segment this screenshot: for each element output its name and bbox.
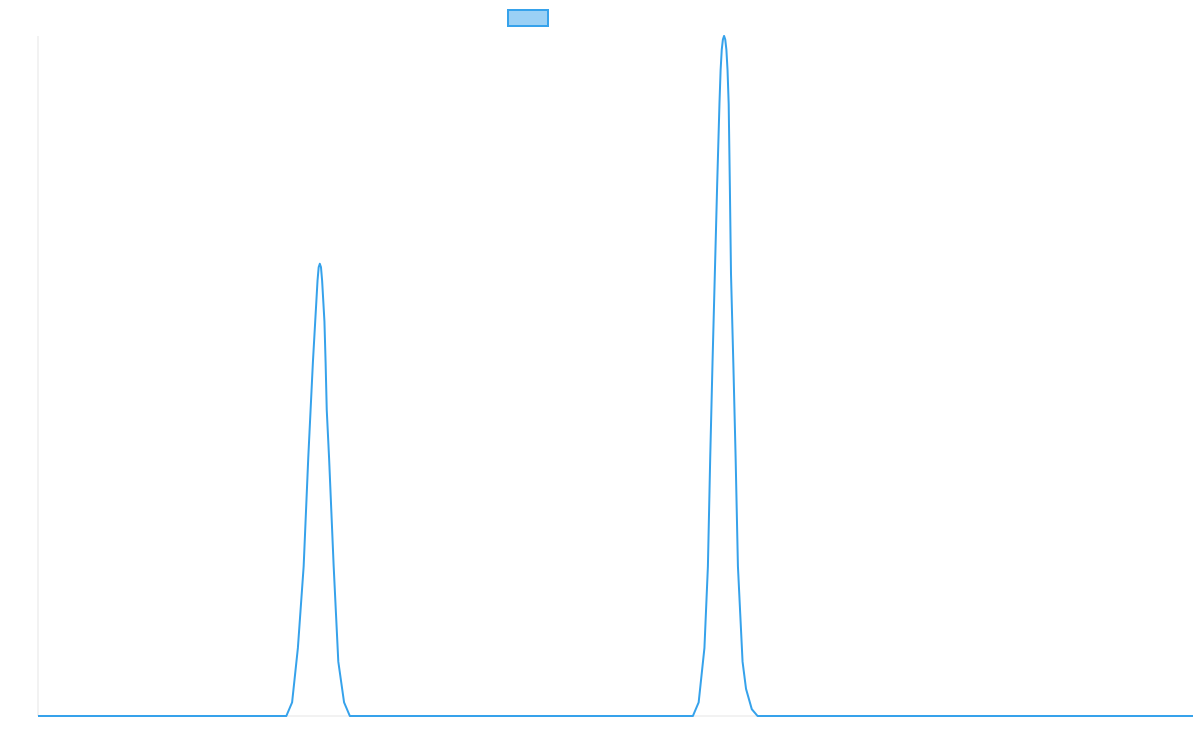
legend-swatch[interactable] bbox=[507, 9, 549, 27]
series-line bbox=[38, 35, 1193, 717]
